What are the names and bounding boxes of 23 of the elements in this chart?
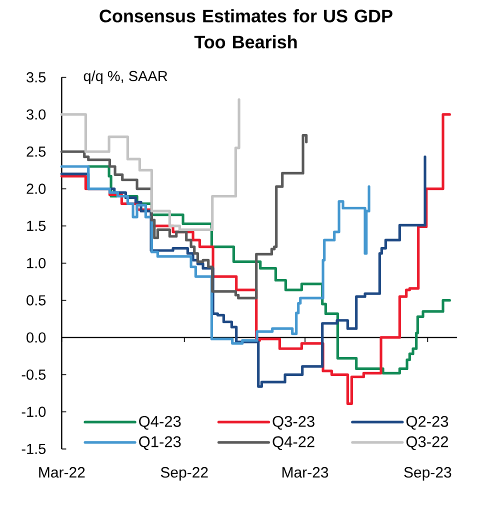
- y-axis-title: q/q %, SAAR: [84, 70, 168, 84]
- y-tick-label: 1.0: [27, 258, 46, 268]
- legend-label: Q2-23: [406, 416, 448, 430]
- chart-title: Consensus Estimates for US GDP Too Bearish: [100, 9, 392, 48]
- y-tick-label: 3.5: [26, 72, 46, 82]
- y-tick-label: 0.0: [26, 332, 46, 343]
- legend-label: Q4-22: [272, 436, 314, 450]
- y-tick-label: 2.5: [26, 146, 46, 157]
- x-tick-label: Mar-22: [39, 467, 85, 478]
- legend-label: Q1-23: [139, 436, 181, 450]
- y-tick-label: 1.5: [27, 220, 46, 232]
- legend-label: Q3-22: [406, 436, 448, 450]
- x-tick-label: Sep-22: [160, 467, 208, 481]
- legend-label: Q3-23: [272, 416, 314, 430]
- y-tick-label: -1.0: [22, 406, 46, 417]
- y-tick-label: -1.5: [22, 444, 46, 454]
- x-tick-label: Sep-23: [404, 467, 452, 481]
- y-tick-label: 3.0: [26, 109, 46, 120]
- legend-label: Q4-23: [139, 416, 181, 430]
- y-tick-label: 2.0: [26, 184, 46, 194]
- y-tick-label: 0.5: [26, 295, 46, 306]
- x-tick-label: Mar-23: [282, 467, 328, 478]
- y-tick-label: -0.5: [22, 370, 46, 380]
